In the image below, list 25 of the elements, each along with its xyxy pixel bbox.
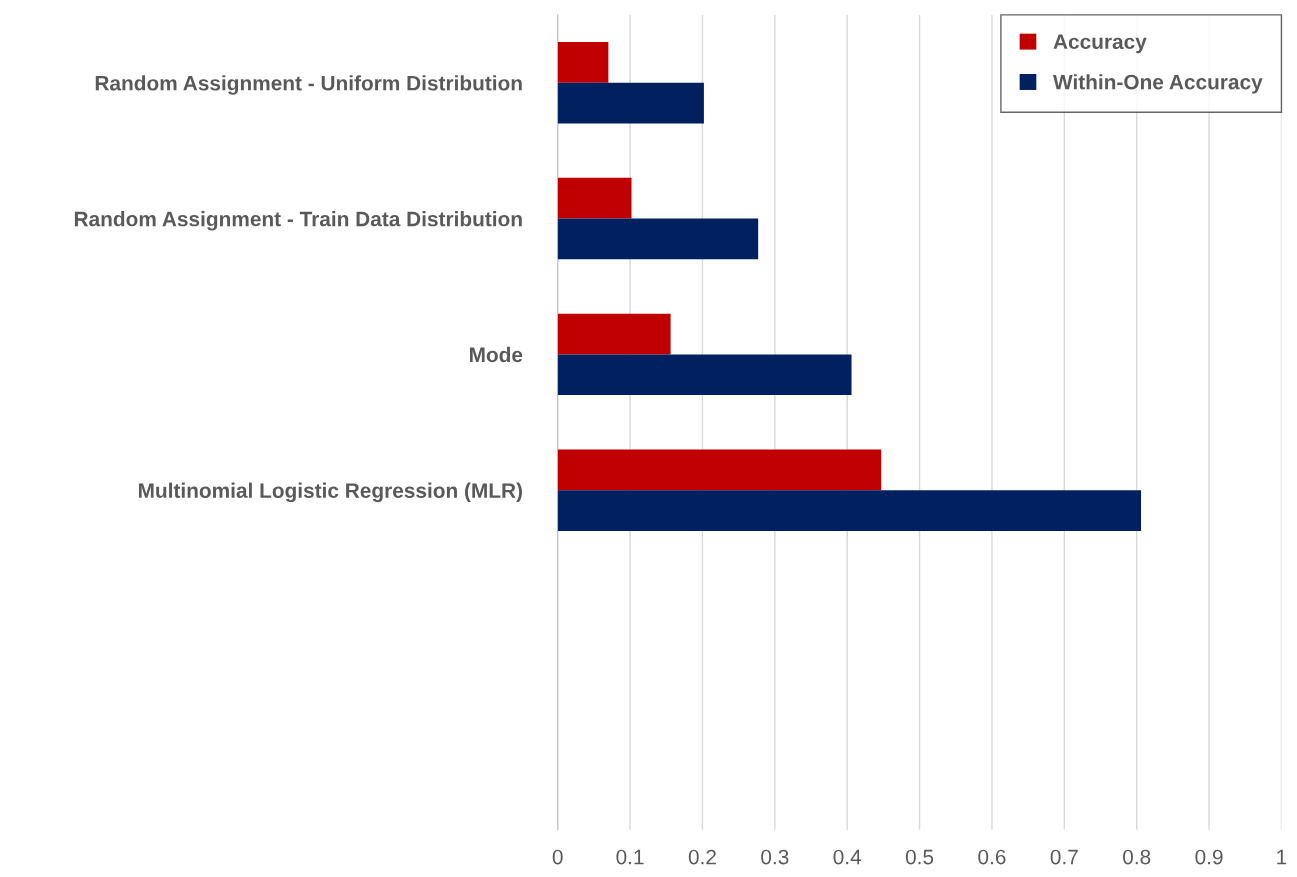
bar (557, 354, 852, 396)
legend-label: Within-One Accuracy (1053, 74, 1263, 94)
x-tick-label: 0.2 (688, 849, 716, 865)
x-tick-label: 0.9 (1195, 849, 1223, 865)
y-tick-label: Random Assignment - Train Data Distribution (74, 211, 522, 231)
y-tick-label: Multinomial Logistic Regression (MLR) (138, 482, 522, 503)
x-tick-label: 0.1 (616, 849, 644, 865)
x-tick-label: 1 (1277, 849, 1287, 865)
bar (557, 218, 759, 260)
bar (557, 82, 704, 124)
x-tick-label: 0.7 (1050, 849, 1078, 865)
y-tick-label: Random Assignment - Uniform Distribution (95, 75, 522, 95)
y-tick-label: Mode (469, 346, 523, 363)
bar (557, 449, 882, 491)
x-tick-label: 0.3 (761, 849, 789, 865)
bar (557, 42, 609, 83)
bar (557, 177, 632, 219)
x-tick-label: 0.8 (1123, 849, 1151, 865)
x-tick-label: 0 (552, 849, 563, 865)
x-tick-label: 0.4 (833, 849, 862, 865)
x-tick-label: 0.5 (905, 849, 934, 865)
bar (557, 313, 671, 355)
bar (557, 490, 1142, 531)
x-tick-label: 0.6 (978, 849, 1006, 865)
legend-label: Accuracy (1053, 34, 1147, 54)
